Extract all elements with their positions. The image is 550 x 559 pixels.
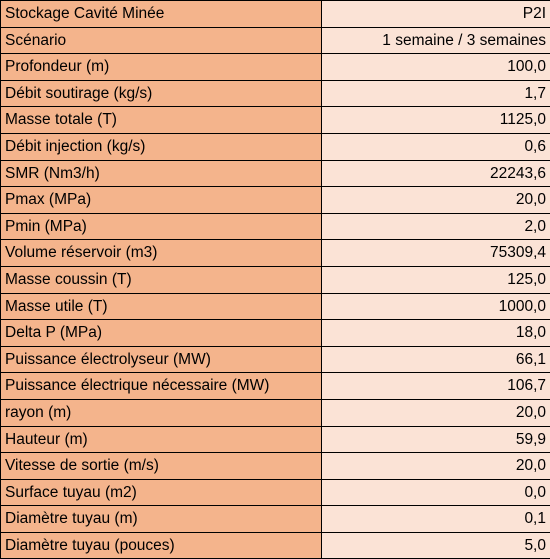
table-row-header: Stockage Cavité Minée P2I bbox=[1, 1, 550, 28]
cell-label[interactable]: Puissance électrique nécessaire (MW) bbox=[1, 373, 322, 400]
cell-value[interactable]: 0,0 bbox=[322, 479, 550, 506]
cell-title-label[interactable]: Stockage Cavité Minée bbox=[1, 1, 322, 28]
table-row: Puissance électrique nécessaire (MW) 106… bbox=[1, 373, 550, 400]
table-row: Puissance électrolyseur (MW) 66,1 bbox=[1, 346, 550, 373]
cell-label[interactable]: Débit injection (kg/s) bbox=[1, 133, 322, 160]
cell-label[interactable]: Débit soutirage (kg/s) bbox=[1, 80, 322, 107]
cell-label[interactable]: Pmin (MPa) bbox=[1, 213, 322, 240]
table-row: Vitesse de sortie (m/s) 20,0 bbox=[1, 453, 550, 480]
cell-value[interactable]: 0,1 bbox=[322, 506, 550, 533]
table-row: Diamètre tuyau (pouces) 5,0 bbox=[1, 532, 550, 559]
table-row: SMR (Nm3/h) 22243,6 bbox=[1, 160, 550, 187]
cell-label[interactable]: Masse utile (T) bbox=[1, 293, 322, 320]
cell-label[interactable]: Diamètre tuyau (m) bbox=[1, 506, 322, 533]
cell-value[interactable]: 106,7 bbox=[322, 373, 550, 400]
table-row: Pmin (MPa) 2,0 bbox=[1, 213, 550, 240]
cell-value[interactable]: 100,0 bbox=[322, 54, 550, 81]
cell-value[interactable]: 20,0 bbox=[322, 399, 550, 426]
cell-label[interactable]: Masse totale (T) bbox=[1, 107, 322, 134]
cell-value[interactable]: 66,1 bbox=[322, 346, 550, 373]
cell-label[interactable]: Volume réservoir (m3) bbox=[1, 240, 322, 267]
cell-label[interactable]: Delta P (MPa) bbox=[1, 320, 322, 347]
cell-label[interactable]: SMR (Nm3/h) bbox=[1, 160, 322, 187]
cell-value[interactable]: 59,9 bbox=[322, 426, 550, 453]
cell-label[interactable]: Diamètre tuyau (pouces) bbox=[1, 532, 322, 559]
cell-value[interactable]: 1125,0 bbox=[322, 107, 550, 134]
cell-label[interactable]: Vitesse de sortie (m/s) bbox=[1, 453, 322, 480]
cell-value[interactable]: 125,0 bbox=[322, 266, 550, 293]
table-row: Diamètre tuyau (m) 0,1 bbox=[1, 506, 550, 533]
cell-label[interactable]: Masse coussin (T) bbox=[1, 266, 322, 293]
cell-label[interactable]: rayon (m) bbox=[1, 399, 322, 426]
cell-value[interactable]: 20,0 bbox=[322, 187, 550, 214]
table-row: Masse totale (T) 1125,0 bbox=[1, 107, 550, 134]
table-row: Débit injection (kg/s) 0,6 bbox=[1, 133, 550, 160]
cell-value[interactable]: 0,6 bbox=[322, 133, 550, 160]
cell-value[interactable]: 1 semaine / 3 semaines bbox=[322, 27, 550, 54]
table-row: Volume réservoir (m3) 75309,4 bbox=[1, 240, 550, 267]
cell-title-value[interactable]: P2I bbox=[322, 1, 550, 28]
cell-value[interactable]: 75309,4 bbox=[322, 240, 550, 267]
cell-label[interactable]: Pmax (MPa) bbox=[1, 187, 322, 214]
cell-label[interactable]: Puissance électrolyseur (MW) bbox=[1, 346, 322, 373]
table-row: Hauteur (m) 59,9 bbox=[1, 426, 550, 453]
table-row: Masse coussin (T) 125,0 bbox=[1, 266, 550, 293]
cell-value[interactable]: 2,0 bbox=[322, 213, 550, 240]
cell-value[interactable]: 22243,6 bbox=[322, 160, 550, 187]
cell-value[interactable]: 5,0 bbox=[322, 532, 550, 559]
cell-label[interactable]: Hauteur (m) bbox=[1, 426, 322, 453]
cell-label[interactable]: Profondeur (m) bbox=[1, 54, 322, 81]
cell-label[interactable]: Surface tuyau (m2) bbox=[1, 479, 322, 506]
cell-value[interactable]: 1000,0 bbox=[322, 293, 550, 320]
cell-value[interactable]: 20,0 bbox=[322, 453, 550, 480]
cell-value[interactable]: 18,0 bbox=[322, 320, 550, 347]
table-row: rayon (m) 20,0 bbox=[1, 399, 550, 426]
table-row: Pmax (MPa) 20,0 bbox=[1, 187, 550, 214]
table-row: Profondeur (m) 100,0 bbox=[1, 54, 550, 81]
table-row: Scénario 1 semaine / 3 semaines bbox=[1, 27, 550, 54]
cell-label[interactable]: Scénario bbox=[1, 27, 322, 54]
table-row: Masse utile (T) 1000,0 bbox=[1, 293, 550, 320]
cell-value[interactable]: 1,7 bbox=[322, 80, 550, 107]
table-row: Surface tuyau (m2) 0,0 bbox=[1, 479, 550, 506]
table-row: Delta P (MPa) 18,0 bbox=[1, 320, 550, 347]
table-row: Débit soutirage (kg/s) 1,7 bbox=[1, 80, 550, 107]
